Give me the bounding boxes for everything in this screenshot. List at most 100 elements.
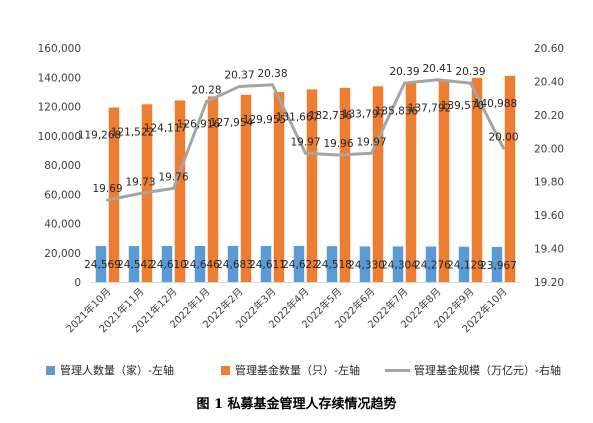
bar-managers <box>194 245 206 282</box>
data-labels: 24,569 119,268 19.69 24,542 121,522 19.73 24,6… <box>78 63 519 272</box>
left-axis-tick-label: 140,000 <box>38 72 81 84</box>
data-label-managers: 24,611 <box>249 259 286 271</box>
left-axis-tick-label: 0 <box>74 277 81 289</box>
right-axis-tick-label: 19.20 <box>534 277 564 289</box>
right-axis-tick-label: 20.60 <box>534 43 564 55</box>
data-label-funds: 124,117 <box>144 122 187 134</box>
right-axis-tick-label: 20.40 <box>534 76 564 88</box>
line-point <box>271 83 274 87</box>
x-axis: 2021年10月2021年11月2021年12月2022年1月2022年2月20… <box>63 282 520 335</box>
bar-managers <box>425 246 437 282</box>
bar-funds <box>207 96 219 283</box>
data-label-scale: 20.38 <box>257 68 287 80</box>
line-point <box>337 153 340 157</box>
data-label-managers: 24,542 <box>117 259 154 271</box>
legend-swatch-managers <box>46 366 55 375</box>
line-point <box>139 191 142 195</box>
data-label-managers: 24,330 <box>348 259 385 271</box>
bar-managers <box>128 246 140 282</box>
bar-managers <box>260 246 272 282</box>
data-label-managers: 24,622 <box>282 259 319 271</box>
legend-label-managers: 管理人数量（家）-左轴 <box>60 363 174 377</box>
data-label-funds: 137,792 <box>408 102 451 114</box>
left-axis-tick-label: 60,000 <box>44 189 81 201</box>
line-point <box>106 198 109 202</box>
data-label-funds: 132,736 <box>309 110 353 122</box>
legend-label-funds: 管理基金数量（只）-左轴 <box>235 363 360 377</box>
data-label-managers: 24,646 <box>183 259 220 271</box>
data-label-scale: 19.69 <box>92 183 122 195</box>
right-axis-tick-label: 20.00 <box>534 143 564 155</box>
data-label-scale: 19.97 <box>356 136 386 148</box>
left-axis-tick-label: 100,000 <box>38 131 81 143</box>
data-label-managers: 24,683 <box>216 259 253 271</box>
bar-funds <box>471 77 483 282</box>
left-axis-tick-label: 160,000 <box>38 43 81 55</box>
line-point <box>469 81 472 85</box>
data-label-funds: 140,988 <box>474 98 517 110</box>
bar-managers <box>392 246 404 282</box>
data-label-scale: 19.73 <box>125 176 155 188</box>
bar-managers <box>491 246 503 282</box>
right-axis-tick-label: 20.20 <box>534 110 564 122</box>
bar-funds <box>273 91 285 282</box>
data-label-managers: 24,610 <box>150 259 187 271</box>
data-label-managers: 24,518 <box>315 259 352 271</box>
line-point <box>238 84 241 88</box>
bar-funds <box>339 87 351 282</box>
figure-caption: 图 1 私募基金管理人存续情况趋势 <box>196 396 396 412</box>
legend-swatch-funds <box>221 366 230 375</box>
data-label-managers: 23,967 <box>480 260 517 272</box>
data-label-funds: 119,268 <box>78 130 121 142</box>
data-label-funds: 139,570 <box>441 100 484 112</box>
data-label-scale: 19.97 <box>290 136 320 148</box>
line-point <box>205 99 208 103</box>
data-label-managers: 24,304 <box>381 259 418 271</box>
bar-managers <box>458 246 470 282</box>
data-label-scale: 20.41 <box>422 63 452 75</box>
bar-funds <box>504 75 516 282</box>
line-point <box>436 78 439 82</box>
left-axis: 0 20,000 40,000 60,000 80,000 100,000 120,000 1… <box>38 43 81 289</box>
line-point <box>370 151 373 155</box>
bar-managers <box>293 245 305 282</box>
bar-funds <box>306 89 318 282</box>
data-label-scale: 19.96 <box>323 138 353 150</box>
left-axis-tick-label: 120,000 <box>38 102 81 114</box>
right-axis: 19.20 19.40 19.60 19.80 20.00 20.20 20.40 20.60 <box>534 43 564 289</box>
data-label-funds: 121,522 <box>111 126 154 138</box>
data-label-scale: 20.39 <box>455 66 485 78</box>
data-label-scale: 20.37 <box>224 69 254 81</box>
legend: 管理人数量（家）-左轴 管理基金数量（只）-左轴 管理基金规模（万亿元）-右轴 <box>46 363 561 377</box>
bar-funds <box>108 107 120 282</box>
line-point <box>172 186 175 190</box>
data-label-managers: 24,569 <box>84 259 121 271</box>
left-axis-tick-label: 80,000 <box>44 160 81 172</box>
bar-managers <box>326 246 338 282</box>
data-label-managers: 24,129 <box>447 260 484 272</box>
bar-managers <box>359 246 371 282</box>
right-axis-tick-label: 19.80 <box>534 177 564 189</box>
data-label-scale: 20.28 <box>191 84 221 96</box>
data-label-funds: 131,667 <box>276 111 319 123</box>
data-label-funds: 126,916 <box>177 118 221 130</box>
data-label-managers: 24,276 <box>414 259 451 271</box>
bar-funds <box>438 80 450 282</box>
left-axis-tick-label: 40,000 <box>44 219 81 231</box>
bar-managers <box>227 245 239 282</box>
legend-label-scale: 管理基金规模（万亿元）-右轴 <box>414 363 561 377</box>
data-label-scale: 20.39 <box>389 66 419 78</box>
right-axis-tick-label: 19.60 <box>534 210 564 222</box>
data-label-scale: 19.76 <box>158 171 188 183</box>
bar-funds <box>240 94 252 282</box>
data-label-funds: 135,836 <box>375 105 419 117</box>
right-axis-tick-label: 19.40 <box>534 244 564 256</box>
bar-funds <box>174 100 186 283</box>
data-label-funds: 129,955 <box>243 114 286 126</box>
bar-funds <box>405 83 417 283</box>
data-label-scale: 20.00 <box>488 131 518 143</box>
line-point <box>502 146 505 150</box>
line-series <box>106 78 505 202</box>
line-point <box>403 81 406 85</box>
